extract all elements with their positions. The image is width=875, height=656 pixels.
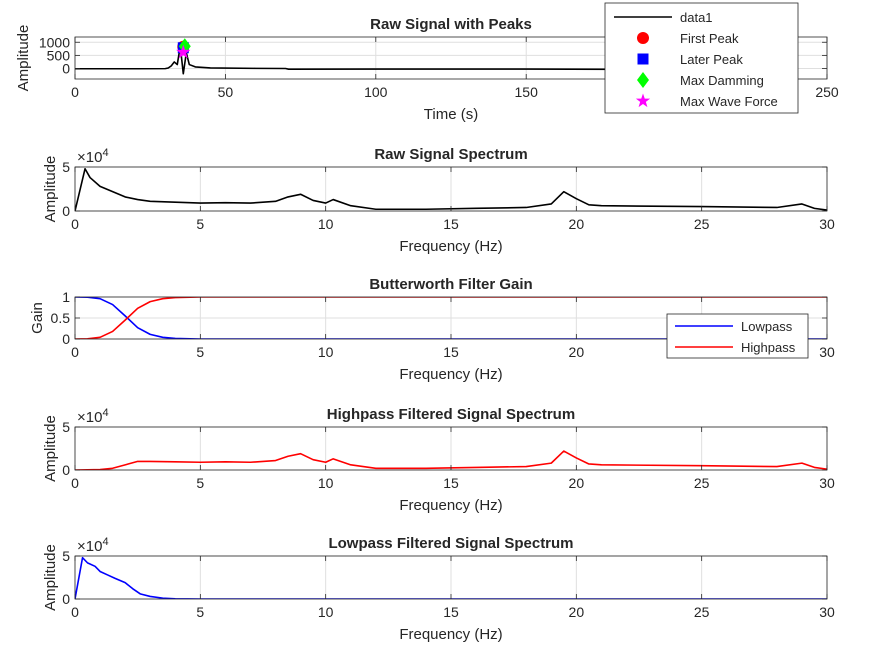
legend-raw-signal: data1 First Peak Later Peak Max Damming Max … bbox=[604, 2, 799, 114]
legend-marker-swatch bbox=[637, 32, 649, 44]
x-tick-label: 15 bbox=[443, 216, 459, 232]
x-tick-label: 30 bbox=[819, 475, 835, 491]
x-tick-label: 0 bbox=[71, 216, 79, 232]
legend-entry: Later Peak bbox=[680, 52, 743, 67]
x-axis-label: Time (s) bbox=[424, 106, 478, 123]
x-tick-label: 0 bbox=[71, 84, 79, 100]
series-group bbox=[75, 45, 677, 75]
x-axis-label: Frequency (Hz) bbox=[399, 497, 502, 514]
x-tick-label: 30 bbox=[819, 604, 835, 620]
x-tick-label: 10 bbox=[318, 475, 334, 491]
chart-title: Raw Signal with Peaks bbox=[370, 16, 532, 33]
y-axis-label: Gain bbox=[29, 302, 46, 334]
x-tick-label: 20 bbox=[569, 604, 585, 620]
x-tick-label: 30 bbox=[819, 216, 835, 232]
chart-panel: 0 5 10 15 20 25 30 0 5 ×104 Highpass Filtered Sign… bbox=[42, 406, 835, 514]
x-axis-label: Frequency (Hz) bbox=[399, 238, 502, 255]
y-tick-label: 0 bbox=[62, 61, 70, 77]
x-tick-label: 20 bbox=[569, 475, 585, 491]
legend-entry: First Peak bbox=[680, 31, 739, 46]
y-tick-label: 0 bbox=[62, 462, 70, 478]
x-tick-label: 10 bbox=[318, 344, 334, 360]
x-axis-label: Frequency (Hz) bbox=[399, 626, 502, 643]
legend-entry: Max Wave Force bbox=[680, 94, 778, 109]
y-exponent-label: ×104 bbox=[77, 536, 109, 555]
chart-panel: 0 5 10 15 20 25 30 0 5 ×104 Raw Signal Spectrum Fre… bbox=[42, 146, 835, 255]
series-group bbox=[75, 297, 827, 339]
series-line-data1 bbox=[75, 45, 677, 75]
chart-title: Lowpass Filtered Signal Spectrum bbox=[328, 535, 573, 552]
x-tick-label: 5 bbox=[196, 216, 204, 232]
series-group bbox=[75, 556, 827, 599]
legend-marker-swatch bbox=[637, 72, 649, 88]
y-exponent-label: ×104 bbox=[77, 147, 109, 166]
axes-box bbox=[74, 36, 828, 80]
y-tick-label: 0 bbox=[62, 203, 70, 219]
series-line-series-1 bbox=[75, 167, 827, 211]
x-tick-label: 0 bbox=[71, 604, 79, 620]
x-tick-label: 100 bbox=[364, 84, 388, 100]
legend-filter-gain: Lowpass Highpass bbox=[666, 313, 809, 359]
y-axis-label: Amplitude bbox=[42, 415, 59, 482]
x-tick-label: 5 bbox=[196, 344, 204, 360]
legend-entry: data1 bbox=[680, 10, 713, 25]
y-tick-label: 1000 bbox=[39, 34, 70, 50]
legend-box bbox=[604, 2, 799, 114]
legend-marker-swatch bbox=[637, 53, 649, 65]
y-tick-label: 5 bbox=[62, 159, 70, 175]
x-tick-label: 150 bbox=[515, 84, 539, 100]
marker-max-wave-force bbox=[176, 44, 191, 59]
legend-entry: Max Damming bbox=[680, 73, 764, 88]
y-exponent-label: ×104 bbox=[77, 407, 109, 426]
series-line-series-4 bbox=[75, 556, 827, 599]
x-tick-label: 0 bbox=[71, 344, 79, 360]
x-tick-label: 10 bbox=[318, 604, 334, 620]
x-tick-label: 25 bbox=[694, 475, 710, 491]
y-tick-label: 0.5 bbox=[51, 310, 71, 326]
y-tick-label: 500 bbox=[47, 47, 71, 63]
x-tick-label: 25 bbox=[694, 216, 710, 232]
legend-entry: Lowpass bbox=[741, 319, 793, 334]
series-line-lowpass bbox=[75, 297, 827, 339]
x-tick-label: 0 bbox=[71, 475, 79, 491]
x-tick-label: 30 bbox=[819, 344, 835, 360]
x-tick-label: 10 bbox=[318, 216, 334, 232]
y-tick-label: 5 bbox=[62, 548, 70, 564]
series-line-series-3 bbox=[75, 450, 827, 470]
chart-title: Highpass Filtered Signal Spectrum bbox=[327, 406, 575, 423]
x-tick-label: 15 bbox=[443, 604, 459, 620]
x-tick-label: 250 bbox=[815, 84, 839, 100]
x-tick-label: 25 bbox=[694, 604, 710, 620]
x-tick-label: 20 bbox=[569, 344, 585, 360]
legend-marker-swatch bbox=[635, 93, 651, 108]
x-tick-label: 5 bbox=[196, 604, 204, 620]
x-tick-label: 20 bbox=[569, 216, 585, 232]
chart-title: Raw Signal Spectrum bbox=[374, 146, 527, 163]
y-tick-label: 0 bbox=[62, 591, 70, 607]
chart-title: Butterworth Filter Gain bbox=[369, 276, 532, 293]
x-tick-label: 5 bbox=[196, 475, 204, 491]
legend-box bbox=[666, 313, 809, 359]
series-group bbox=[75, 167, 827, 211]
y-tick-label: 1 bbox=[62, 289, 70, 305]
x-tick-label: 15 bbox=[443, 475, 459, 491]
x-tick-label: 50 bbox=[218, 84, 234, 100]
y-axis-label: Amplitude bbox=[42, 544, 59, 611]
legend-entry: Highpass bbox=[741, 340, 796, 355]
y-axis-label: Amplitude bbox=[15, 25, 32, 92]
y-axis-label: Amplitude bbox=[42, 156, 59, 223]
y-tick-label: 0 bbox=[62, 331, 70, 347]
series-line-highpass bbox=[75, 297, 827, 339]
y-tick-label: 5 bbox=[62, 419, 70, 435]
x-tick-label: 15 bbox=[443, 344, 459, 360]
chart-panel: 0 5 10 15 20 25 30 0 5 ×104 Lowpass Filtered Signa… bbox=[42, 535, 835, 643]
series-group bbox=[75, 450, 827, 470]
x-axis-label: Frequency (Hz) bbox=[399, 366, 502, 383]
